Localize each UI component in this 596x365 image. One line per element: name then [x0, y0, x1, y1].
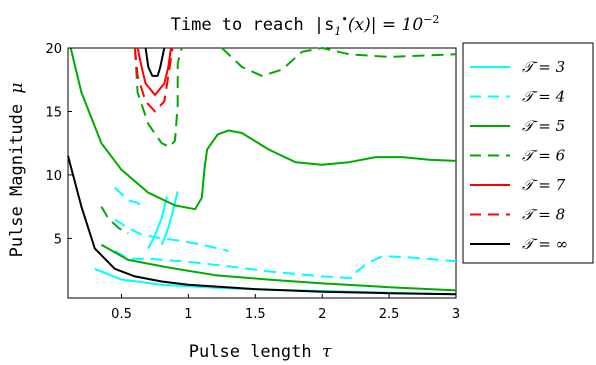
series-line-3-2 — [221, 47, 457, 77]
series-line-2-1 — [100, 243, 457, 292]
legend: 𝒯 = 3 𝒯 = 4 𝒯 = 5 𝒯 = 6 𝒯 = 7 𝒯 = 8 𝒯 = ∞ — [462, 42, 594, 264]
series-line-3-0 — [100, 206, 129, 235]
y-tick-label: 15 — [45, 105, 62, 120]
y-tick-label: 20 — [45, 42, 62, 57]
series-line-5-0 — [133, 47, 174, 113]
legend-label: 𝒯 = 7 — [522, 176, 566, 194]
series-line-0-0 — [160, 191, 179, 246]
x-tick-label: 1.5 — [245, 307, 266, 322]
y-axis-label: Pulse Magnitude μ — [7, 83, 27, 258]
series-line-6-0 — [67, 155, 457, 296]
series-line-6-1 — [144, 47, 166, 77]
series-line-3-1 — [133, 47, 183, 148]
x-tick-label: 0.5 — [111, 307, 132, 322]
series-line-1-0 — [114, 250, 356, 280]
legend-label: 𝒯 = 6 — [522, 147, 566, 165]
y-tick-label: 10 — [45, 169, 62, 184]
plot-area: 0.5 1 1.5 2 2.5 3 5 10 15 20 — [45, 42, 460, 322]
series-line-1-2 — [114, 218, 229, 252]
x-tick-label: 2 — [318, 307, 326, 322]
x-axis-label: Pulse length τ — [189, 342, 332, 362]
series-layer — [67, 47, 457, 296]
legend-label: 𝒯 = 3 — [522, 58, 565, 76]
legend-frame — [462, 42, 594, 264]
x-tick-label: 3 — [452, 307, 460, 322]
legend-label: 𝒯 = 8 — [522, 206, 565, 224]
x-tick-label: 2.5 — [379, 307, 400, 322]
y-ticks: 5 10 15 20 — [45, 42, 72, 247]
series-line-2-0 — [69, 47, 457, 211]
plot-frame — [67, 47, 457, 299]
legend-label: 𝒯 = 4 — [522, 88, 565, 106]
series-line-4-0 — [136, 47, 172, 96]
legend-items: 𝒯 = 3 𝒯 = 4 𝒯 = 5 𝒯 = 6 𝒯 = 7 𝒯 = 8 𝒯 = ∞ — [470, 58, 568, 253]
x-ticks: 0.5 1 1.5 2 2.5 3 — [111, 294, 460, 322]
series-line-0-1 — [147, 196, 168, 249]
legend-label: 𝒯 = ∞ — [522, 235, 568, 253]
series-line-1-3 — [114, 186, 143, 208]
x-tick-label: 1 — [184, 307, 192, 322]
y-tick-label: 5 — [54, 232, 62, 247]
chart-title: Time to reach |s1•(x)| = 10−2 — [171, 13, 440, 38]
series-line-1-1 — [355, 255, 457, 274]
legend-label: 𝒯 = 5 — [522, 117, 565, 135]
